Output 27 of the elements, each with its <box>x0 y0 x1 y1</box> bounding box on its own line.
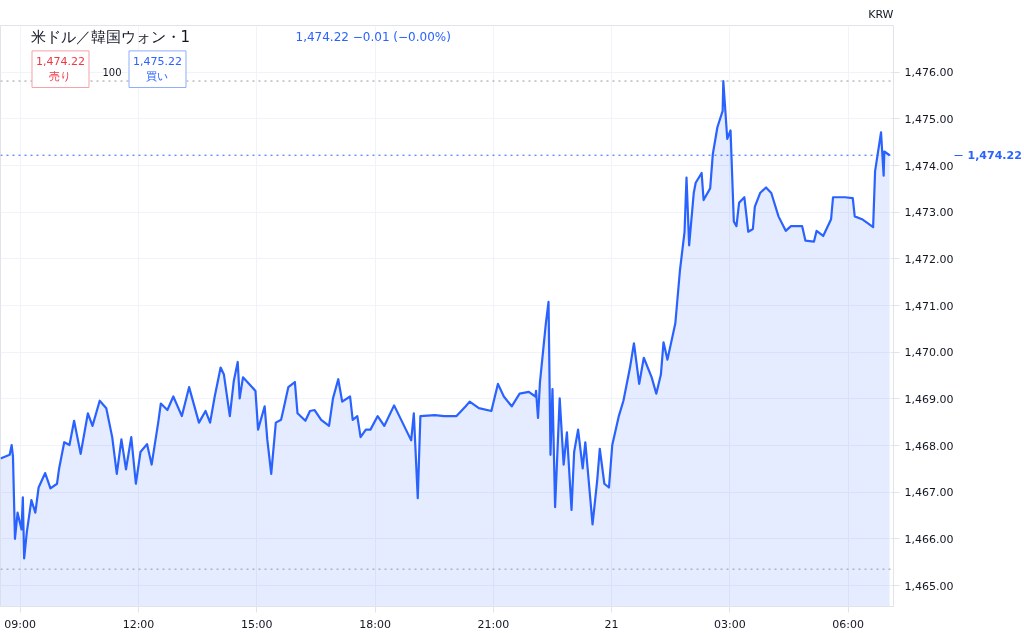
chart-title: 米ドル／韓国ウォン・1 <box>30 27 191 46</box>
x-tick-label: 03:00 <box>714 617 746 631</box>
x-tick-label: 21:00 <box>477 617 510 631</box>
y-tick-label: 1,466.00 <box>904 532 954 546</box>
annotation: 1,474.22 売り <box>36 54 85 84</box>
y-tick-label: 1,469.00 <box>904 392 954 406</box>
x-tick-label: 15:00 <box>240 617 273 631</box>
y-tick-label: 1,472.00 <box>904 252 954 266</box>
x-tick-label: 12:00 <box>122 617 155 631</box>
x-tick-label: 09:00 <box>4 617 37 631</box>
annotation: 100 <box>102 66 122 78</box>
chart-subtitle: 1,474.22 −0.01 (−0.00%) <box>295 29 451 44</box>
y-tick-label: 1,473.00 <box>904 206 954 220</box>
x-tick-label: 18:00 <box>359 617 391 631</box>
x-tick-label: 06:00 <box>832 617 865 631</box>
y-tick-label: 1,476.00 <box>904 66 954 80</box>
y-tick-label: 1,475.00 <box>904 112 954 126</box>
y-tick-label: 1,468.00 <box>904 439 954 453</box>
x-tick-label: 21 <box>604 617 619 631</box>
y-tick-label: 1,474.00 <box>904 159 954 173</box>
y-tick-label: 1,471.00 <box>904 299 954 313</box>
y-tick-label: 1,470.00 <box>904 346 954 360</box>
y-tick-label: 1,465.00 <box>904 579 954 593</box>
text: KRW <box>868 7 894 21</box>
ref-line-label: 1,474.22 <box>967 149 1022 163</box>
y-tick-label: 1,467.00 <box>904 486 954 500</box>
annotation: 1,475.22 買い <box>133 54 182 84</box>
